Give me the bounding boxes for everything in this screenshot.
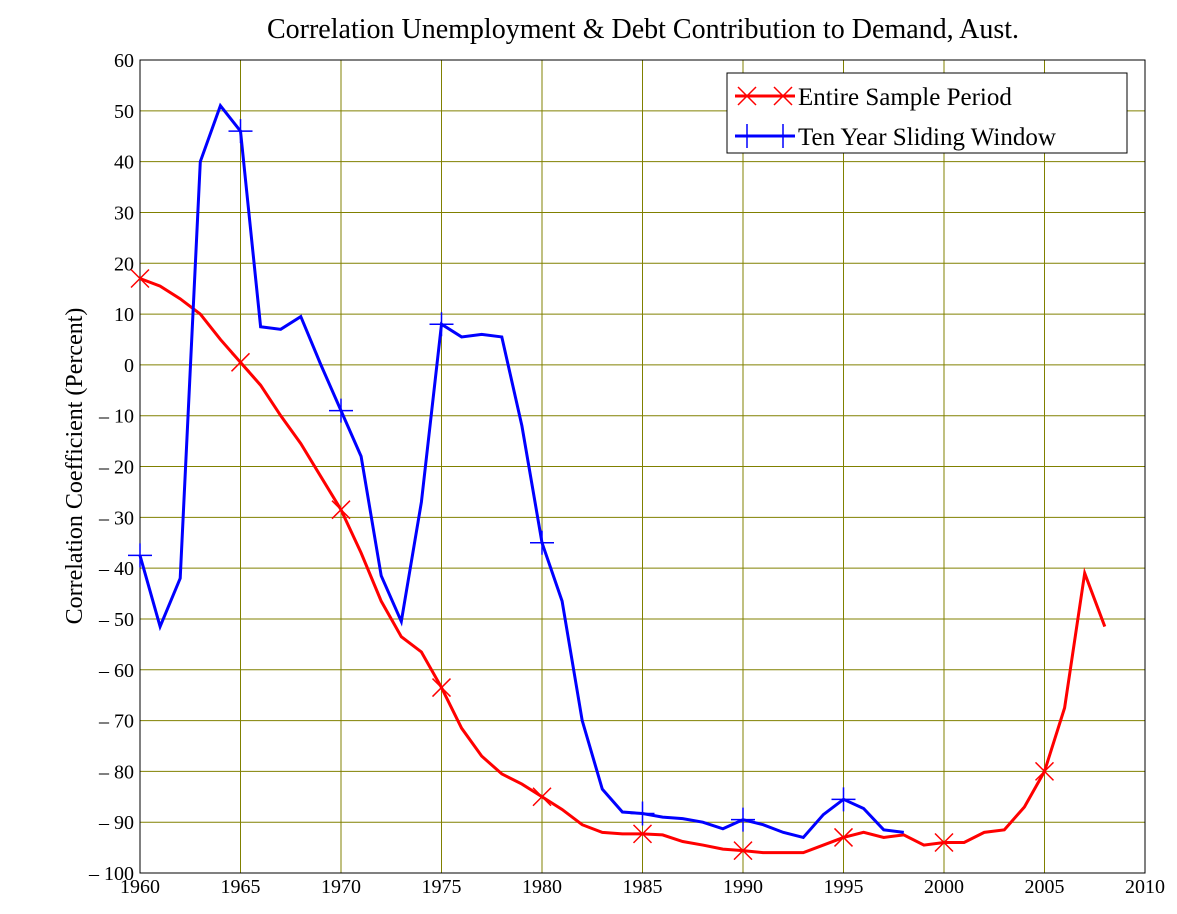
x-tick-label: 2005 — [1025, 876, 1065, 898]
legend-label: Ten Year Sliding Window — [798, 124, 1056, 151]
y-tick-label: 40 — [114, 152, 134, 174]
x-tick-label: 1970 — [321, 876, 361, 898]
marker — [831, 787, 856, 812]
marker — [731, 807, 755, 832]
y-tick-label: 30 — [114, 202, 134, 224]
marker — [331, 500, 351, 520]
marker — [530, 530, 554, 555]
x-tick-label: 1980 — [522, 876, 562, 898]
marker — [230, 352, 251, 372]
y-axis-label: Correlation Coefficient (Percent) — [62, 308, 88, 625]
marker — [632, 824, 653, 844]
y-tick-label: – 40 — [98, 558, 134, 580]
marker — [429, 312, 454, 337]
marker — [735, 124, 759, 148]
y-tick-label: – 20 — [98, 457, 134, 479]
y-tick-label: – 90 — [98, 812, 134, 834]
marker — [733, 841, 753, 861]
marker — [128, 543, 152, 568]
y-tick-label: – 80 — [98, 761, 134, 783]
y-tick-label: – 60 — [98, 660, 134, 682]
marker — [1034, 761, 1055, 781]
x-tick-label: 1990 — [723, 876, 763, 898]
x-tick-label: 1965 — [221, 876, 261, 898]
marker — [771, 124, 795, 148]
marker — [532, 787, 552, 807]
marker — [737, 86, 757, 106]
marker — [833, 827, 854, 847]
series-line — [138, 102, 904, 840]
x-tick-label: 1985 — [623, 876, 663, 898]
x-tick-label: 2010 — [1125, 876, 1165, 898]
plot-frame — [139, 59, 1146, 874]
y-tick-label: – 70 — [98, 711, 134, 733]
y-tick-label: 20 — [114, 253, 134, 275]
marker — [130, 268, 150, 289]
y-tick-label: – 30 — [98, 507, 134, 529]
legend-box — [726, 72, 1128, 154]
marker — [630, 801, 655, 826]
marker — [934, 832, 954, 853]
x-tick-label: 1960 — [120, 876, 160, 898]
marker — [773, 86, 793, 106]
y-tick-label: 0 — [124, 355, 134, 377]
x-tick-label: 1995 — [824, 876, 864, 898]
y-tick-label: – 50 — [98, 609, 134, 631]
y-tick-label: – 100 — [88, 863, 134, 885]
y-tick-label: 60 — [114, 50, 134, 72]
x-tick-label: 1975 — [422, 876, 462, 898]
marker — [431, 678, 452, 698]
marker — [329, 398, 353, 423]
marker — [228, 119, 253, 144]
y-tick-label: 10 — [114, 304, 134, 326]
x-tick-label: 2000 — [924, 876, 964, 898]
y-tick-label: – 10 — [98, 406, 134, 428]
y-tick-label: 50 — [114, 101, 134, 123]
chart-title: Correlation Unemployment & Debt Contribu… — [267, 14, 1019, 45]
legend-label: Entire Sample Period — [798, 84, 1012, 111]
